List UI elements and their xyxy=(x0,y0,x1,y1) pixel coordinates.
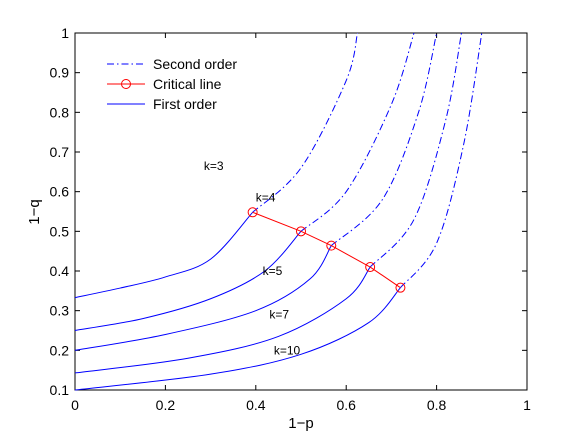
legend-label: Second order xyxy=(153,56,237,72)
y-axis-label: 1−q xyxy=(26,199,43,224)
first-order-curve-k=3 xyxy=(74,211,254,299)
x-tick-label: 0.6 xyxy=(336,397,356,413)
y-tick-label: 0.8 xyxy=(50,104,70,120)
curve-label-k=7: k=7 xyxy=(269,308,289,322)
x-tick-label: 0.8 xyxy=(427,397,447,413)
y-tick-label: 1 xyxy=(61,25,69,41)
second-order-curve-k=10 xyxy=(400,32,483,288)
y-tick-label: 0.3 xyxy=(50,303,70,319)
critical-point-marker xyxy=(395,282,406,293)
legend-label: Critical line xyxy=(153,76,222,92)
x-tick-label: 1 xyxy=(523,397,531,413)
critical-line xyxy=(252,211,401,289)
first-order-curve-k=10 xyxy=(74,287,401,391)
curve-label-k=5: k=5 xyxy=(263,264,283,278)
y-tick-label: 0.9 xyxy=(50,65,70,81)
second-order-curve-k=5 xyxy=(330,32,438,246)
critical-point-marker xyxy=(326,240,337,251)
curve-label-k=3: k=3 xyxy=(204,159,224,173)
x-axis-label: 1−p xyxy=(288,415,313,432)
legend-label: First order xyxy=(153,96,217,112)
critical-point-marker xyxy=(247,207,258,218)
curve-label-k=4: k=4 xyxy=(256,191,276,205)
critical-point-marker xyxy=(296,226,306,237)
y-tick-label: 0.4 xyxy=(50,263,70,279)
x-tick-label: 0.4 xyxy=(246,397,266,413)
y-tick-label: 0.2 xyxy=(50,342,70,358)
curve-labels-layer: k=3 k=4 k=5 k=7 k=10 xyxy=(204,159,301,357)
legend: Second order Critical line First order xyxy=(94,47,254,119)
x-tick-label: 0.2 xyxy=(156,397,176,413)
first-order-curve-k=4 xyxy=(74,230,302,331)
curve-label-k=10: k=10 xyxy=(274,343,301,357)
y-axis-ticks: 0.1 0.2 0.3 0.4 0.5 0.6 0.7 0.8 0.9 1 xyxy=(50,25,527,398)
critical-line-layer xyxy=(247,207,406,293)
y-tick-label: 0.1 xyxy=(50,382,70,398)
first-order-curve-k=7 xyxy=(74,266,371,374)
y-tick-label: 0.5 xyxy=(50,223,70,239)
x-axis-ticks: 0 0.2 0.4 0.6 0.8 1 xyxy=(71,33,531,413)
y-tick-label: 0.7 xyxy=(50,144,70,160)
second-order-curve-k=7 xyxy=(369,32,462,268)
critical-point-marker xyxy=(365,262,376,273)
legend-marker xyxy=(121,79,131,89)
second-order-curve-k=3 xyxy=(252,32,358,213)
first-order-curve-k=5 xyxy=(74,245,332,351)
x-tick-label: 0 xyxy=(71,397,79,413)
y-tick-label: 0.6 xyxy=(50,184,70,200)
legend-box xyxy=(94,47,254,119)
curves-layer xyxy=(74,32,483,391)
